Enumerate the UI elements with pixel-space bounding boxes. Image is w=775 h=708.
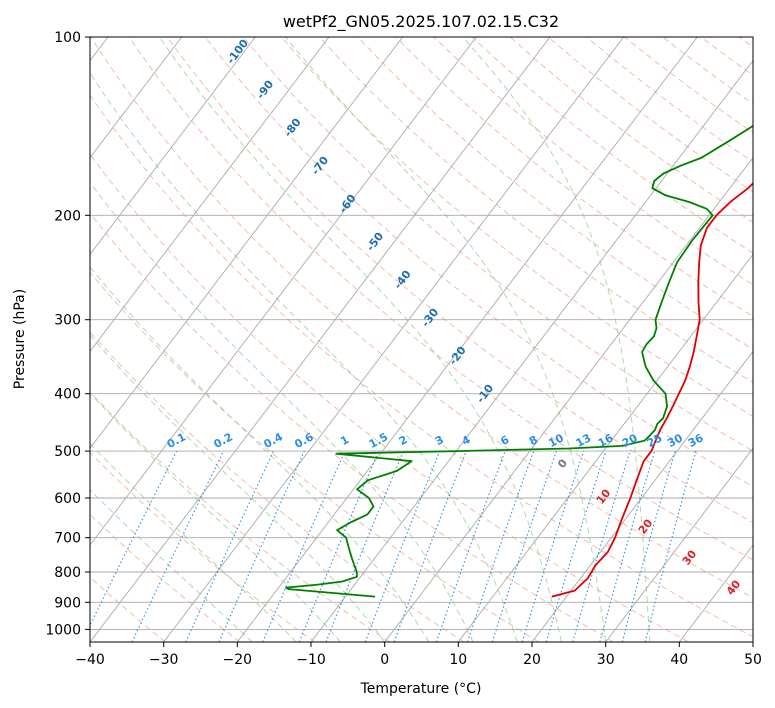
moist-adiabat	[462, 37, 651, 642]
isotherm-line	[90, 37, 330, 353]
dry-adiabat	[242, 37, 753, 452]
isotherm-line	[90, 37, 256, 256]
mixing-ratio-line	[572, 450, 631, 642]
y-tick-label: 700	[54, 531, 81, 547]
plot-frame	[89, 36, 754, 643]
x-tick-label: −10	[296, 652, 326, 668]
y-tick-label: 400	[54, 387, 81, 403]
x-tick-label: 20	[523, 652, 541, 668]
mixing-ratio-label: 16	[596, 431, 616, 450]
mixing-ratio-line	[599, 450, 656, 642]
mixing-ratio-label: 20	[620, 431, 640, 450]
mixing-ratio-label: 25	[645, 431, 665, 450]
dry-adiabat	[204, 37, 753, 488]
mixing-ratio-line	[644, 450, 697, 642]
isotherm-line	[457, 253, 753, 642]
mixing-ratio-label: 36	[686, 431, 706, 450]
mixing-ratio-line	[364, 450, 441, 642]
dry-adiabat	[90, 271, 540, 642]
x-tick-label: −20	[223, 652, 253, 668]
mixing-ratio-line	[262, 450, 346, 642]
x-tick-label: −30	[149, 652, 179, 668]
dry-adiabat	[90, 331, 465, 642]
dry-adiabat	[90, 391, 390, 642]
mixing-ratio-line	[521, 450, 585, 642]
y-tick-label: 1000	[45, 622, 81, 638]
y-axis-title: Pressure (hPa)	[12, 289, 28, 389]
dry-adiabat	[90, 37, 753, 599]
dry-adiabat	[357, 37, 753, 350]
mixing-ratio-label: 10	[546, 431, 566, 450]
dewpoint-profile-line	[285, 124, 753, 598]
plot-area: -100-90-80-70-60-50-40-30-20-100.1 0.2 0.4…	[90, 37, 753, 642]
moist-adiabat	[90, 72, 518, 642]
y-tick-label: 200	[54, 208, 81, 224]
isotherm-line	[310, 59, 753, 642]
mixing-ratio-label: 13	[574, 431, 594, 450]
mixing-ratio-lines	[90, 450, 697, 642]
moist-adiabat	[90, 442, 297, 642]
profile-series	[285, 124, 753, 598]
isotherm-line	[90, 37, 551, 642]
mixing-ratio-line	[325, 450, 405, 642]
y-tick-label: 500	[54, 444, 81, 460]
dry-adiabat	[90, 576, 166, 642]
moist-adiabat	[158, 37, 562, 642]
dry-adiabat	[90, 153, 689, 642]
moist-adiabat	[90, 334, 386, 642]
x-tick-label: 50	[744, 652, 762, 668]
mixing-ratio-line	[545, 450, 607, 642]
isotherm-line	[90, 37, 404, 450]
dry-adiabat	[433, 37, 753, 286]
mixing-ratio-line	[435, 450, 506, 642]
y-axis: 100 200 300 400 500 600 700 800 900 1000	[45, 30, 90, 638]
x-axis-title: Temperature (°C)	[360, 681, 482, 697]
moist-adiabat	[90, 392, 341, 642]
mixing-ratio-label: 30	[665, 431, 685, 450]
y-tick-label: 600	[54, 491, 81, 507]
y-tick-label: 900	[54, 595, 81, 611]
moist-adiabat	[285, 37, 607, 642]
isotherm-line	[163, 37, 625, 642]
skewed-isotherms	[90, 37, 753, 642]
isotherm-line	[90, 37, 183, 159]
pressure-gridlines	[90, 37, 753, 630]
x-tick-label: −40	[75, 652, 105, 668]
moist-adiabats	[90, 37, 651, 642]
isotherm-line	[531, 350, 753, 642]
moist-adiabat	[90, 489, 253, 642]
y-tick-label: 100	[54, 30, 81, 46]
isotherm-line	[605, 447, 753, 642]
temperature-profile-line	[551, 182, 753, 598]
dry-adiabat	[90, 212, 614, 642]
isotherm-line	[90, 37, 477, 546]
dry-adiabat	[128, 37, 753, 561]
x-tick-label: 40	[670, 652, 688, 668]
mixing-ratio-line	[466, 450, 535, 642]
isotherm-line	[236, 37, 698, 642]
mixing-ratio-line	[491, 450, 557, 642]
dry-adiabat	[90, 451, 315, 642]
mixing-ratio-line	[621, 450, 676, 642]
x-tick-label: 0	[380, 652, 389, 668]
x-tick-label: 30	[597, 652, 615, 668]
dry-adiabat	[166, 37, 753, 524]
mixing-ratio-line	[298, 450, 380, 642]
moist-adiabat	[90, 266, 430, 642]
moist-adiabat	[90, 181, 474, 642]
x-axis: −40 −30 −20 −10 0 10 20 30 40 50	[75, 642, 762, 668]
chart-title: wetPf2_GN05.2025.107.02.15.C32	[283, 12, 559, 32]
mixing-ratio-line	[218, 450, 305, 642]
y-tick-label: 800	[54, 565, 81, 581]
mixing-ratio-line	[393, 450, 467, 642]
x-tick-label: 10	[449, 652, 467, 668]
mixing-ratio-line	[90, 450, 178, 627]
isotherm-line	[384, 156, 753, 642]
y-tick-label: 300	[54, 313, 81, 329]
